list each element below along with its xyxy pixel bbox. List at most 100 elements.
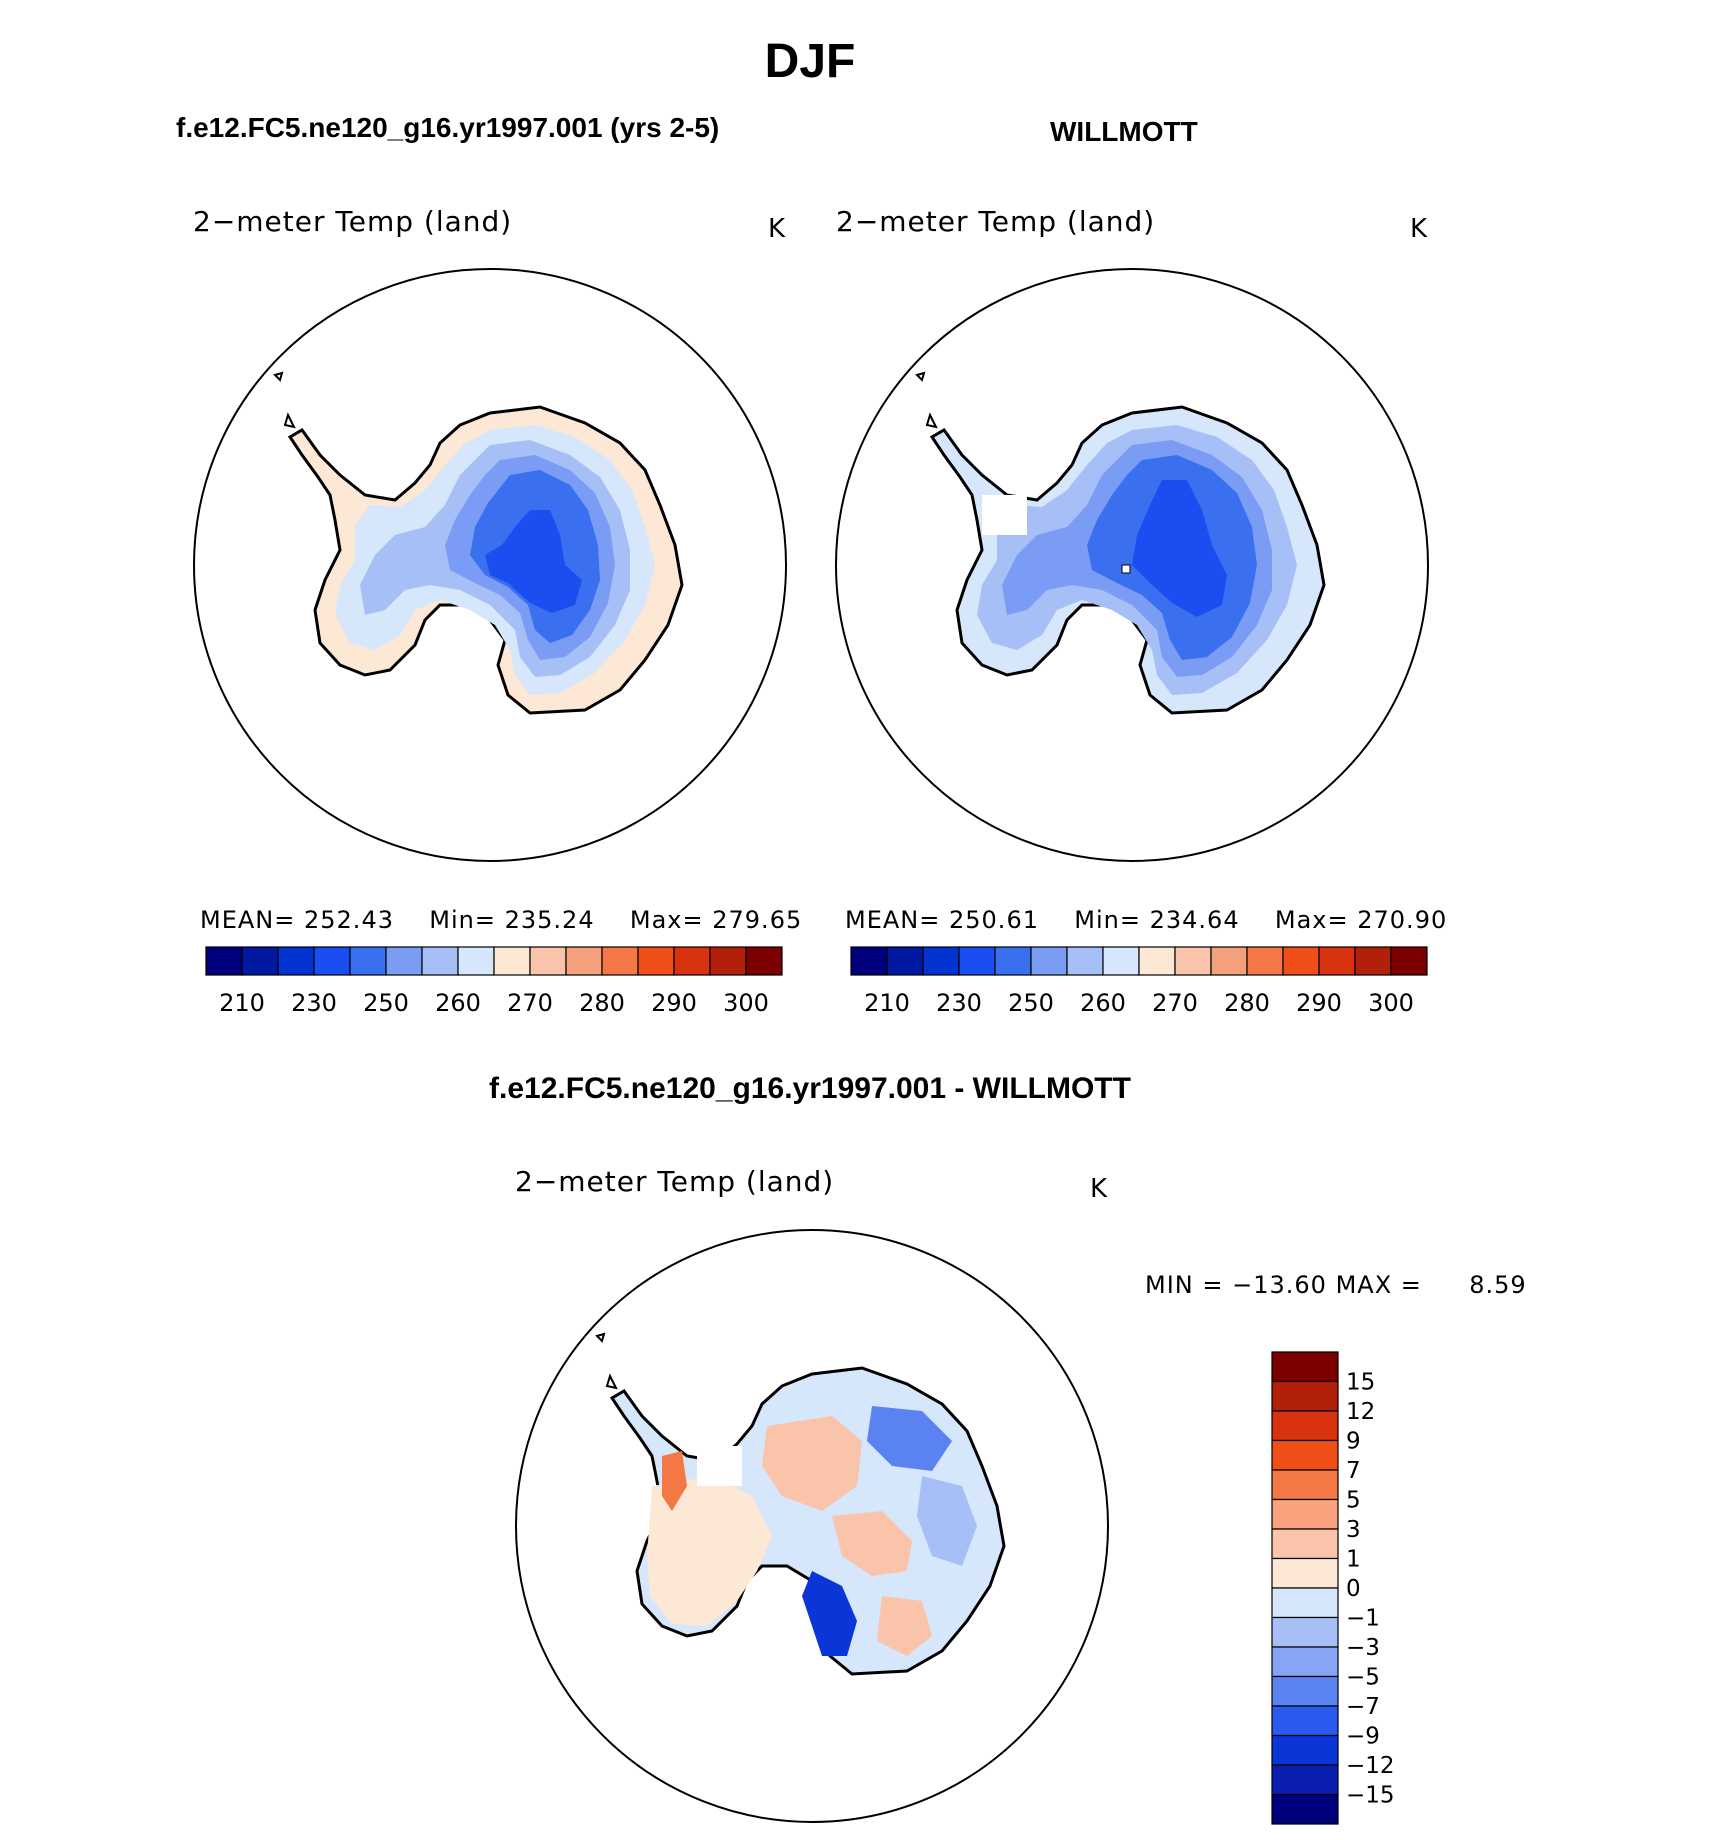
colorbar-swatch	[1271, 1469, 1339, 1501]
colorbar-tick-label: 250	[363, 989, 409, 1017]
colorbar-swatch	[421, 946, 459, 976]
panel2-units-label: K	[1410, 214, 1429, 244]
colorbar-swatch	[922, 946, 960, 976]
panel2-max-label: Max=	[1274, 906, 1349, 934]
panel1-max-value: 279.65	[712, 906, 803, 934]
panel1-min-value: 235.24	[504, 906, 595, 934]
colorbar-tick-label: 210	[864, 989, 910, 1017]
colorbar-tick-label: 260	[1080, 989, 1126, 1017]
colorbar-swatch	[1066, 946, 1104, 976]
colorbar-tick-label: 230	[291, 989, 337, 1017]
colorbar-swatch	[1271, 1498, 1339, 1530]
panel1-max-label: Max=	[629, 906, 704, 934]
colorbar-swatch	[1271, 1646, 1339, 1678]
colorbar-tick-label: −9	[1346, 1724, 1380, 1750]
panel2-stats: MEAN= 250.61 Min= 234.64 Max= 270.90	[845, 906, 1447, 934]
colorbar-tick-label: 210	[219, 989, 265, 1017]
panel2-min-value: 234.64	[1149, 906, 1240, 934]
colorbar-swatch	[601, 946, 639, 976]
diff-colorbar: 15 12 9 7 5 3 1 0 −1 −3 −5 −7 −9 −12 −15	[1271, 1351, 1395, 1825]
colorbar-swatch	[1271, 1351, 1339, 1383]
colorbar-tick-label: −3	[1346, 1635, 1380, 1661]
panel1-mean-label: MEAN=	[200, 906, 296, 934]
colorbar-tick-label: −5	[1346, 1665, 1380, 1691]
colorbar-swatch	[1318, 946, 1356, 976]
colorbar-tick-label: −15	[1346, 1783, 1395, 1809]
colorbar-swatch	[637, 946, 675, 976]
colorbar-tick-label: 280	[1224, 989, 1270, 1017]
panel2-colorbar: 210 230 250 260 270 280 290 300	[850, 946, 1428, 1017]
colorbar-tick-label: 270	[507, 989, 553, 1017]
colorbar-swatch	[1390, 946, 1428, 976]
colorbar-swatch	[457, 946, 495, 976]
diff-min-label: MIN =	[1145, 1271, 1224, 1299]
panel2-variable-label: 2−meter Temp (land)	[836, 205, 1156, 238]
panel1-min-label: Min=	[429, 906, 496, 934]
diff-case-title: f.e12.FC5.ne120_g16.yr1997.001 - WILLMOT…	[489, 1072, 1131, 1105]
panel1-units-label: K	[768, 214, 787, 244]
colorbar-swatch	[1271, 1793, 1339, 1825]
colorbar-swatch	[1271, 1734, 1339, 1766]
colorbar-swatch	[1271, 1705, 1339, 1737]
colorbar-swatch	[1271, 1439, 1339, 1471]
colorbar-swatch	[994, 946, 1032, 976]
colorbar-swatch	[1102, 946, 1140, 976]
colorbar-swatch	[850, 946, 888, 976]
colorbar-tick-label: 280	[579, 989, 625, 1017]
colorbar-swatch	[1271, 1616, 1339, 1648]
colorbar-tick-label: 1	[1346, 1547, 1361, 1573]
colorbar-swatch	[1271, 1675, 1339, 1707]
panel1-mean-value: 252.43	[304, 906, 394, 934]
colorbar-tick-label: 3	[1346, 1517, 1361, 1543]
colorbar-tick-label: 250	[1008, 989, 1054, 1017]
colorbar-tick-label: 5	[1346, 1488, 1361, 1514]
colorbar-tick-label: −7	[1346, 1694, 1380, 1720]
diff-variable-label: 2−meter Temp (land)	[515, 1165, 835, 1198]
colorbar-swatch	[1282, 946, 1320, 976]
colorbar-swatch	[1030, 946, 1068, 976]
panel2-min-label: Min=	[1074, 906, 1141, 934]
colorbar-tick-label: 0	[1346, 1576, 1361, 1602]
colorbar-tick-label: 230	[936, 989, 982, 1017]
colorbar-swatch	[565, 946, 603, 976]
panel1-case-title: f.e12.FC5.ne120_g16.yr1997.001 (yrs 2-5)	[176, 112, 720, 143]
colorbar-tick-label: 290	[651, 989, 697, 1017]
colorbar-swatch	[886, 946, 924, 976]
panel2-mean-label: MEAN=	[845, 906, 941, 934]
colorbar-swatch	[1271, 1528, 1339, 1560]
colorbar-tick-label: 300	[723, 989, 769, 1017]
diff-units-label: K	[1090, 1174, 1109, 1204]
panel1-stats: MEAN= 252.43 Min= 235.24 Max= 279.65	[200, 906, 802, 934]
colorbar-swatch	[241, 946, 279, 976]
colorbar-tick-label: 12	[1346, 1399, 1375, 1425]
colorbar-tick-label: 260	[435, 989, 481, 1017]
panel1-colorbar: 210 230 250 260 270 280 290 300	[205, 946, 783, 1017]
colorbar-tick-label: −1	[1346, 1606, 1380, 1632]
colorbar-swatch	[1138, 946, 1176, 976]
colorbar-tick-label: 9	[1346, 1429, 1361, 1455]
colorbar-tick-label: 270	[1152, 989, 1198, 1017]
diff-max-value: 8.59	[1469, 1271, 1527, 1299]
diff-polar-map	[515, 1229, 1109, 1823]
colorbar-swatch	[1271, 1764, 1339, 1796]
panel2-polar-map	[835, 268, 1429, 862]
colorbar-swatch	[493, 946, 531, 976]
colorbar-swatch	[673, 946, 711, 976]
colorbar-swatch	[205, 946, 243, 976]
colorbar-swatch	[709, 946, 747, 976]
colorbar-tick-label: 15	[1346, 1370, 1375, 1396]
colorbar-swatch	[1174, 946, 1212, 976]
colorbar-swatch	[1271, 1410, 1339, 1442]
colorbar-tick-label: 300	[1368, 989, 1414, 1017]
diff-min-value: −13.60	[1232, 1271, 1327, 1299]
colorbar-swatch	[349, 946, 387, 976]
diff-max-label: MAX =	[1335, 1271, 1422, 1299]
colorbar-swatch	[313, 946, 351, 976]
page-title: DJF	[764, 35, 856, 88]
diff-minmax: MIN = −13.60 MAX = 8.59	[1145, 1271, 1527, 1299]
colorbar-swatch	[745, 946, 783, 976]
colorbar-swatch	[1271, 1557, 1339, 1589]
colorbar-tick-label: −12	[1346, 1753, 1395, 1779]
colorbar-swatch	[1354, 946, 1392, 976]
colorbar-swatch	[1271, 1587, 1339, 1619]
